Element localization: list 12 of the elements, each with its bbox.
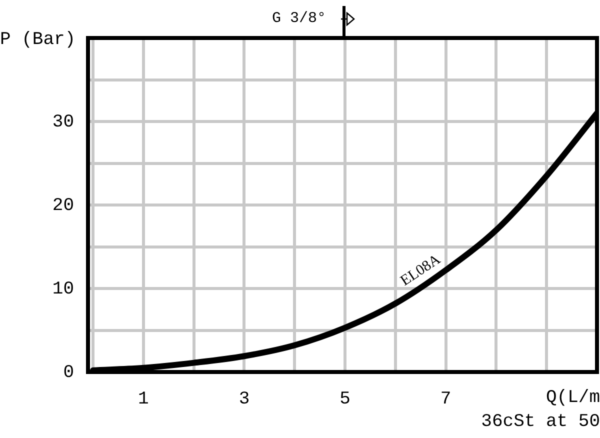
- text: 36cSt at 50: [481, 412, 600, 432]
- x-tick-label: 3: [238, 390, 250, 410]
- x-tick-label: 5: [340, 390, 350, 410]
- y-tick-label: 30: [52, 112, 74, 132]
- text: G 3/8°: [272, 10, 326, 27]
- y-tick-label: 20: [52, 196, 74, 216]
- x-tick-label: 1: [138, 390, 149, 410]
- y-axis-title: P (Bar): [0, 30, 76, 50]
- x-tick-label: 7: [440, 390, 452, 410]
- y-tick-label: 10: [52, 279, 74, 300]
- y-tick-label: 0: [63, 362, 74, 383]
- x-axis-title: Q(L/m: [546, 388, 600, 408]
